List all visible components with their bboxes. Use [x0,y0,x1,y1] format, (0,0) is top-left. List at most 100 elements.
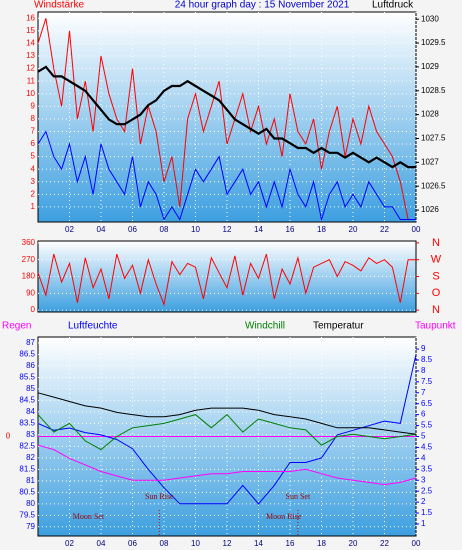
y-tick-label: 90 [26,288,35,297]
series-line [37,18,416,220]
y-tick-label: 85 [26,384,35,393]
y-tick-label: 360 [22,238,36,247]
y-tick-label: 84.5 [19,396,35,405]
y-tick-label: 3 [31,177,36,186]
y2-tick-label: 5.5 [421,421,433,430]
y2-tick-label: N [432,304,440,316]
y-tick-label: 1 [31,202,36,211]
x-tick-label: 00 [412,539,421,548]
y2-tick-label: 6.5 [421,399,433,408]
y2-tick-label: 2.5 [421,486,433,495]
plot-area [37,240,417,313]
legend-entry: Taupunkt [415,321,456,332]
x-tick-label: 10 [191,225,200,234]
y2-tick-label: 1028 [421,110,439,119]
y-tick-label: 0 [31,305,36,314]
y2-tick-label: W [431,254,442,266]
y-tick-label: 80.5 [19,487,35,496]
y2-tick-label: 3.5 [421,464,433,473]
series-line [37,354,417,505]
x-tick-label: 20 [349,539,358,548]
y2-tick-label: 1 [421,519,426,528]
x-tick-label: 04 [97,539,106,548]
y2-tick-label: 4.5 [421,443,433,452]
y-tick-label: 5 [31,152,36,161]
y2-tick-label: 1028.5 [421,86,446,95]
x-tick-label: 16 [286,225,295,234]
moon-event-label: Moon Set [73,512,105,521]
x-tick-label: 06 [128,225,137,234]
x-tick-label: 22 [380,539,389,548]
y-tick-label: 79.5 [19,510,35,519]
x-tick-label: 20 [349,225,358,234]
y2-tick-label: 2 [421,497,426,506]
y-tick-label: 83 [26,430,35,439]
y3-tick-label: 0 [6,432,11,441]
legend-entry: Luftfeuchte [68,321,118,332]
y-tick-label: 84 [26,407,35,416]
y-tick-label: 83.5 [19,419,35,428]
x-tick-label: 08 [160,225,169,234]
y-tick-label: 86 [26,361,35,370]
y2-axis-label: Luftdruck [372,0,414,11]
y-tick-label: 7 [31,127,36,136]
y-tick-label: 81 [26,476,35,485]
y-tick-label: 11 [27,76,36,85]
y2-tick-label: S [432,270,439,282]
x-tick-label: 12 [223,225,232,234]
x-tick-label: 10 [191,539,200,548]
x-tick-label: 08 [160,539,169,548]
legend-entry: Regen [2,321,31,332]
y-tick-label: 81.5 [19,464,35,473]
y2-tick-label: 8 [421,366,426,375]
series-line [37,253,416,307]
series-line [37,392,417,435]
y-tick-label: 270 [22,255,36,264]
y-tick-label: 2 [31,189,36,198]
y2-tick-label: 1029 [421,62,439,71]
y-tick-label: 79 [26,522,35,531]
series-line [37,130,416,222]
series-line [37,65,416,169]
y-tick-label: 82.5 [19,441,35,450]
y2-tick-label: 4 [421,453,426,462]
y2-tick-label: 1026.5 [421,181,446,190]
legend-entry: Temperatur [313,321,364,332]
legend-entry: Windchill [245,321,285,332]
chart-title: 24 hour graph day : 15 November 2021 [175,0,350,11]
y2-tick-label: 1027 [421,157,439,166]
y-tick-label: 10 [26,89,35,98]
y2-tick-label: 3 [421,475,426,484]
y-tick-label: 13 [26,51,35,60]
y2-tick-label: O [432,287,441,299]
y-tick-label: 4 [31,164,36,173]
y-tick-label: 87 [26,338,35,347]
y-tick-label: 85.5 [19,373,35,382]
y2-tick-label: 1030 [421,14,439,23]
y2-tick-label: 7.5 [421,377,433,386]
x-tick-label: 18 [317,225,326,234]
x-tick-label: 16 [286,539,295,548]
x-tick-label: 12 [223,539,232,548]
x-tick-label: 00 [412,225,421,234]
y2-tick-label: 1027.5 [421,134,446,143]
x-tick-label: 02 [65,539,74,548]
sun-event-label: Sun Rise [145,492,174,501]
sun-event-label: Sun Set [286,492,311,501]
y-tick-label: 15 [26,26,35,35]
x-tick-label: 14 [254,225,263,234]
y2-tick-label: 6 [421,410,426,419]
series-line [37,413,417,451]
y2-tick-label: 8.5 [421,355,433,364]
y-tick-label: 12 [26,64,35,73]
y2-tick-label: 1029.5 [421,38,446,47]
y2-tick-label: 7 [421,388,426,397]
x-tick-label: 22 [380,225,389,234]
y-tick-label: 9 [31,101,36,110]
y-tick-label: 86.5 [19,350,35,359]
y-tick-label: 80 [26,499,35,508]
x-tick-label: 02 [65,225,74,234]
y-tick-label: 82 [26,453,35,462]
y2-tick-label: 1026 [421,205,439,214]
